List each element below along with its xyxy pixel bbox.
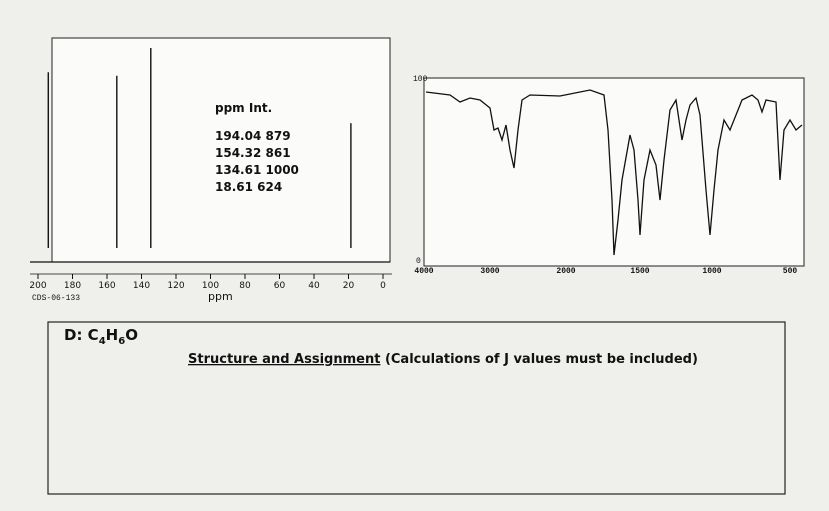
x-tick-label: 140 xyxy=(133,281,150,291)
label-text: H xyxy=(106,326,119,344)
compound-label: D: C4H6O xyxy=(64,326,138,347)
table-row: 154.32 861 xyxy=(215,146,291,160)
table-header: ppm Int. xyxy=(215,101,272,115)
ir-top-label: 100 xyxy=(413,75,428,84)
int-value: 624 xyxy=(257,180,282,194)
x-tick-label: 20 xyxy=(343,281,355,291)
table-row: 134.61 1000 xyxy=(215,163,299,177)
ir-trace xyxy=(425,89,803,256)
nmr-frame xyxy=(51,37,391,263)
ir-axis: 4000 3000 2000 1500 1000 500 xyxy=(414,267,797,276)
header-ppm: ppm xyxy=(215,101,245,115)
answer-box xyxy=(47,321,786,495)
int-value: 879 xyxy=(266,129,291,143)
nmr-xlabel: ppm xyxy=(208,290,233,303)
ir-tick-label: 1000 xyxy=(702,267,721,276)
ppm-value: 194.04 xyxy=(215,129,261,143)
int-value: 861 xyxy=(266,146,291,160)
ir-tick-label: 3000 xyxy=(480,267,499,276)
table-row: 18.61 624 xyxy=(215,180,282,194)
ir-tick-label: 4000 xyxy=(414,267,433,276)
x-tick-label: 200 xyxy=(29,281,46,291)
note: (Calculations of J values must be includ… xyxy=(385,352,698,367)
ir-tick-label: 1500 xyxy=(630,267,649,276)
ir-bottom-label: 0 xyxy=(416,257,421,266)
ppm-value: 134.61 xyxy=(215,163,261,177)
ir-tick-label: 2000 xyxy=(556,267,575,276)
label-text: O xyxy=(125,326,138,344)
label-text: D: C xyxy=(64,326,99,344)
header-int: Int. xyxy=(249,101,272,115)
ppm-value: 154.32 xyxy=(215,146,261,160)
ir-frame xyxy=(423,77,805,267)
x-tick-label: 160 xyxy=(98,281,115,291)
x-tick-label: 100 xyxy=(202,281,219,291)
int-value: 1000 xyxy=(266,163,299,177)
subscript: 4 xyxy=(99,336,106,347)
sample-code: CDS-06-133 xyxy=(32,294,80,303)
ppm-value: 18.61 xyxy=(215,180,253,194)
x-tick-label: 40 xyxy=(308,281,320,291)
subscript: 6 xyxy=(118,336,125,347)
x-tick-label: 60 xyxy=(274,281,286,291)
instruction: Structure and Assignment (Calculations o… xyxy=(188,352,698,367)
ir-tick-label: 500 xyxy=(783,267,798,276)
x-tick-label: 80 xyxy=(239,281,251,291)
table-row: 194.04 879 xyxy=(215,129,291,143)
heading: Structure and Assignment xyxy=(188,352,380,367)
x-tick-label: 180 xyxy=(64,281,81,291)
x-tick-label: 0 xyxy=(380,281,386,291)
x-tick-label: 120 xyxy=(167,281,184,291)
